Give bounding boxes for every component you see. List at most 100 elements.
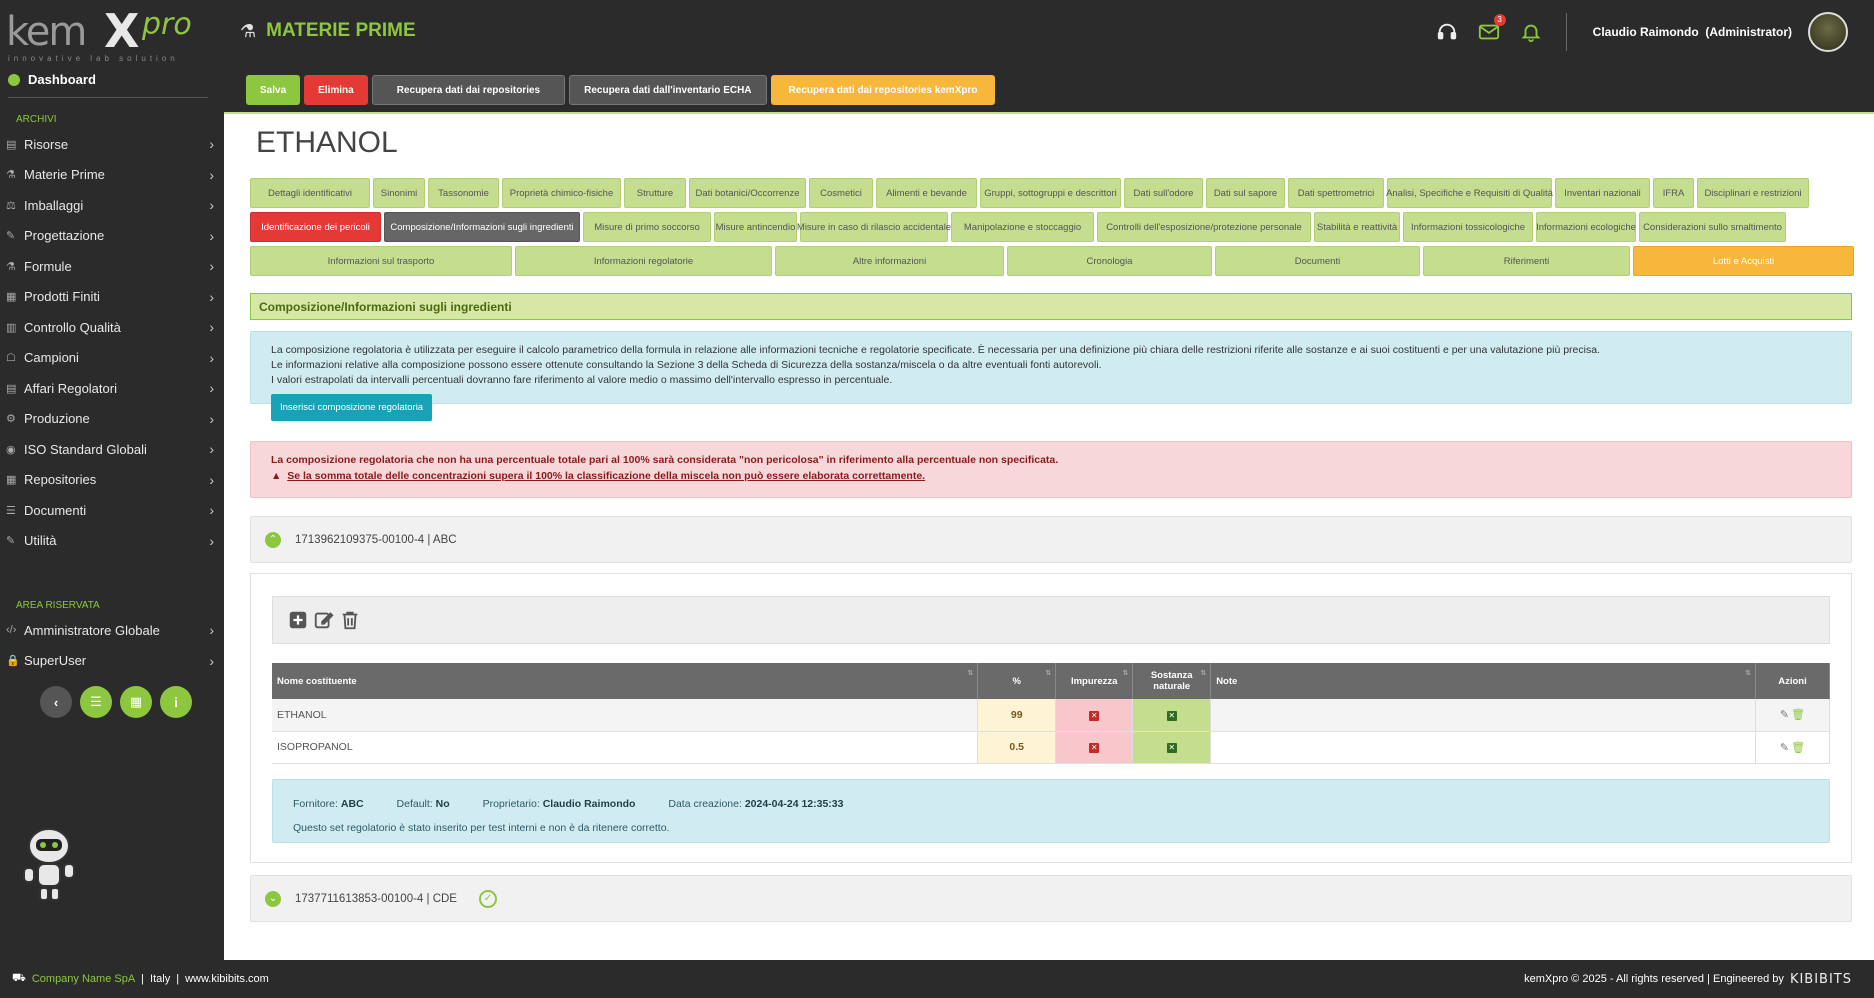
table-row[interactable]: ISOPROPANOL 0.5 ✕ ✕ ✎ 🗑 (272, 731, 1831, 764)
table-row[interactable]: ETHANOL 99 ✕ ✕ ✎ 🗑 (272, 699, 1831, 732)
sidebar-item-campioni[interactable]: ☖ Campioni › (0, 343, 224, 374)
sidebar-item-utilit-[interactable]: ✎ Utilità › (0, 526, 224, 557)
tab-cosmetici[interactable]: Cosmetici (809, 178, 873, 208)
save-button[interactable]: Salva (246, 75, 301, 105)
edit-row-icon[interactable]: ✎ (1779, 741, 1790, 754)
tab-misure-di-primo-soccorso[interactable]: Misure di primo soccorso (583, 212, 711, 242)
tab-informazioni-regolatorie[interactable]: Informazioni regolatorie (515, 246, 772, 276)
tab-tassonomie[interactable]: Tassonomie (428, 178, 499, 208)
tab-dati-sul-sapore[interactable]: Dati sul sapore (1206, 178, 1285, 208)
sidebar-item-iso-standard-globali[interactable]: ◉ ISO Standard Globali › (0, 434, 224, 465)
sidebar-item-documenti[interactable]: ☰ Documenti › (0, 495, 224, 526)
tab-documenti[interactable]: Documenti (1215, 246, 1420, 276)
tab-dati-botanici-occorrenze[interactable]: Dati botanici/Occorrenze (689, 178, 806, 208)
sidebar-item-formule[interactable]: ⚗ Formule › (0, 251, 224, 282)
tab-row-3: Informazioni sul trasporto Informazioni r… (250, 246, 1854, 276)
sort-icon[interactable]: ⇅ (967, 670, 974, 677)
sidebar-item-superuser[interactable]: 🔒 SuperUser › (0, 646, 224, 677)
tab-controlli-dell-esposizione-protezione-personale[interactable]: Controlli dell'esposizione/protezione pe… (1097, 212, 1311, 242)
calendar-button[interactable]: ▦ (120, 686, 152, 718)
tab-manipolazione-e-stoccaggio[interactable]: Manipolazione e stoccaggio (951, 212, 1094, 242)
sort-icon[interactable]: ⇅ (1122, 670, 1129, 677)
tab-dati-spettrometrici[interactable]: Dati spettrometrici (1288, 178, 1384, 208)
collapse-sidebar-button[interactable]: ‹ (40, 686, 72, 718)
column-header-percent[interactable]: % ⇅ (977, 663, 1057, 699)
edit-row-icon[interactable]: ✎ (1779, 709, 1790, 722)
edit-icon[interactable] (313, 609, 335, 631)
tab-analisi-specifiche-e-requisiti-di-qualit[interactable]: Analisi, Specifiche e Requisiti di Quali… (1386, 178, 1553, 208)
sidebar-item-label: Amministratore Globale (24, 622, 160, 638)
info-button[interactable]: i (160, 686, 192, 718)
mail-icon[interactable]: 3 (1478, 14, 1506, 43)
composition-set-header-1[interactable]: ⌃ 1713962109375-00100-4 | ABC (250, 516, 1852, 563)
sidebar-item-amministratore-globale[interactable]: ‹/› Amministratore Globale › (0, 615, 224, 646)
tab-riferimenti[interactable]: Riferimenti (1423, 246, 1630, 276)
tab-informazioni-sul-trasporto[interactable]: Informazioni sul trasporto (250, 246, 512, 276)
delete-button[interactable]: Elimina (304, 75, 368, 105)
sidebar-item-prodotti-finiti[interactable]: ▦ Prodotti Finiti › (0, 282, 224, 313)
column-header-natural[interactable]: Sostanza naturale ⇅ (1132, 663, 1212, 699)
sidebar-item-progettazione[interactable]: ✎ Progettazione › (0, 221, 224, 252)
tab-composizione-informazioni-sugli-ingredienti[interactable]: Composizione/Informazioni sugli ingredie… (384, 212, 580, 242)
tab-identificazione-dei-pericoli[interactable]: Identificazione dei pericoli (250, 212, 381, 242)
assistant-robot-icon[interactable] (18, 824, 80, 904)
sidebar-item-produzione[interactable]: ⚙ Produzione › (0, 404, 224, 435)
avatar[interactable] (1808, 12, 1848, 52)
dashboard-icon (8, 73, 20, 86)
tab-propriet-chimico-fisiche[interactable]: Proprietà chimico-fisiche (502, 178, 621, 208)
tab-inventari-nazionali[interactable]: Inventari nazionali (1555, 178, 1650, 208)
tab-misure-in-caso-di-rilascio-accidentale[interactable]: Misure in caso di rilascio accidentale (797, 212, 951, 242)
bell-icon[interactable] (1520, 21, 1542, 43)
tab-dati-sull-odore[interactable]: Dati sull'odore (1124, 178, 1203, 208)
tab-gruppi-sottogruppi-e-descrittori[interactable]: Gruppi, sottogruppi e descrittori (980, 178, 1121, 208)
sidebar-item-risorse[interactable]: ▤ Risorse › (0, 129, 224, 160)
list-button[interactable]: ☰ (80, 686, 112, 718)
tab-lotti-e-acquisti[interactable]: Lotti e Acquisti (1633, 246, 1854, 276)
column-header-notes[interactable]: Note ⇅ (1210, 663, 1756, 699)
column-header-impurity[interactable]: Impurezza ⇅ (1055, 663, 1134, 699)
tab-alimenti-e-bevande[interactable]: Alimenti e bevande (876, 178, 977, 208)
tab-informazioni-ecologiche[interactable]: Informazioni ecologiche (1536, 212, 1636, 242)
footer-site-link[interactable]: www.kibibits.com (185, 973, 269, 985)
user-name[interactable]: Claudio Raimondo (Administrator) (1593, 25, 1792, 39)
sidebar-item-dashboard[interactable]: Dashboard (0, 64, 224, 95)
tab-dettagli-identificativi[interactable]: Dettagli identificativi (250, 178, 370, 208)
sidebar-item-controllo-qualit-[interactable]: ▥ Controllo Qualità › (0, 312, 224, 343)
add-icon[interactable] (287, 609, 309, 631)
insert-composition-button[interactable]: Inserisci composizione regolatoria (271, 394, 433, 421)
headset-icon[interactable] (1436, 21, 1458, 43)
chevron-up-icon[interactable]: ⌃ (265, 531, 281, 548)
impurity-cell: ✕ (1055, 699, 1134, 732)
tab-sinonimi[interactable]: Sinonimi (373, 178, 425, 208)
sidebar-item-affari-regolatori[interactable]: ▤ Affari Regolatori › (0, 373, 224, 404)
tab-considerazioni-sullo-smaltimento[interactable]: Considerazioni sullo smaltimento (1639, 212, 1786, 242)
sidebar-item-imballaggi[interactable]: ⚖ Imballaggi › (0, 190, 224, 221)
constituent-percent: 0.5 (977, 731, 1057, 764)
tab-cronologia[interactable]: Cronologia (1007, 246, 1212, 276)
tab-informazioni-tossicologiche[interactable]: Informazioni tossicologiche (1403, 212, 1533, 242)
delete-row-icon[interactable]: 🗑 (1791, 741, 1806, 754)
composition-set-header-2[interactable]: ⌄ 1737711613853-00100-4 | CDE ✓ (250, 875, 1852, 922)
tab-stabilit-e-reattivit[interactable]: Stabilità e reattività (1314, 212, 1400, 242)
sidebar-item-materie-prime[interactable]: ⚗ Materie Prime › (0, 160, 224, 191)
tab-ifra[interactable]: IFRA (1653, 178, 1694, 208)
tab-misure-antincendio[interactable]: Misure antincendio (714, 212, 797, 242)
sort-icon[interactable]: ⇅ (1200, 670, 1207, 677)
app-logo[interactable]: kem X pro innovative lab solution (6, 8, 220, 64)
tab-disciplinari-e-restrizioni[interactable]: Disciplinari e restrizioni (1697, 178, 1809, 208)
tab-altre-informazioni[interactable]: Altre informazioni (775, 246, 1004, 276)
constituent-percent: 99 (977, 699, 1057, 732)
sidebar-item-repositories[interactable]: ▦ Repositories › (0, 465, 224, 496)
fetch-kemxpro-button[interactable]: Recupera dati dai repositories kemXpro (770, 75, 996, 105)
trash-icon[interactable] (339, 609, 361, 631)
column-header-name[interactable]: Nome costituente ⇅ (272, 663, 979, 699)
kibibits-logo[interactable]: KIBIBITS (1789, 971, 1852, 987)
fetch-repositories-button[interactable]: Recupera dati dai repositories (371, 75, 566, 105)
delete-row-icon[interactable]: 🗑 (1791, 709, 1806, 722)
sort-icon[interactable]: ⇅ (1745, 670, 1751, 677)
fetch-echa-button[interactable]: Recupera dati dall'inventario ECHA (569, 75, 767, 105)
sort-icon[interactable]: ⇅ (1045, 670, 1052, 677)
tab-strutture[interactable]: Strutture (624, 178, 686, 208)
chevron-down-icon[interactable]: ⌄ (265, 890, 281, 907)
natural-substance-cell: ✕ (1132, 731, 1212, 764)
